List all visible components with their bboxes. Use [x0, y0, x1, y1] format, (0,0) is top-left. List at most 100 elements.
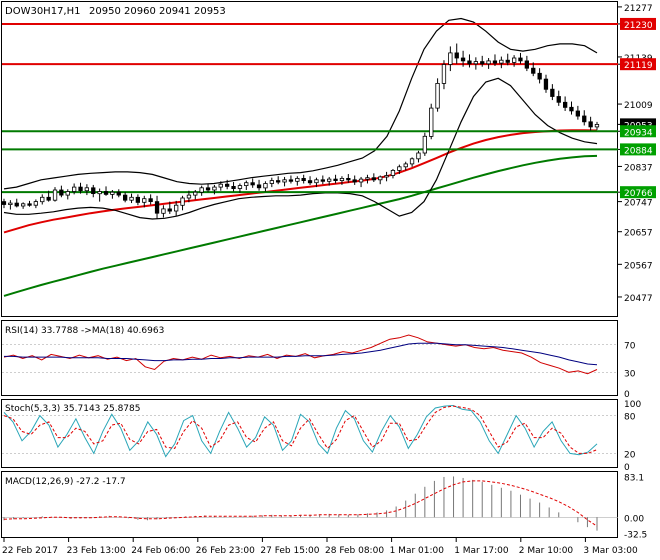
time-axis: 22 Feb 2017 23 Feb 13:00 24 Feb 06:00 26 Fe…	[2, 538, 638, 556]
candle-body	[320, 179, 326, 182]
candle-body	[352, 179, 357, 183]
price-tag-bg	[620, 17, 656, 30]
macd-tick-label: 83.1	[624, 473, 644, 483]
candle-body	[582, 115, 587, 123]
candle-body	[8, 202, 13, 206]
candle-body	[103, 191, 109, 195]
time-tick-label: 26 Feb 23:00	[196, 546, 255, 556]
stoch-plot	[2, 404, 618, 458]
candle-body	[46, 196, 51, 201]
candle-body	[269, 180, 275, 184]
time-tick-label: 24 Feb 06:00	[131, 546, 190, 556]
candle-body	[467, 60, 472, 65]
candle-body	[154, 201, 160, 214]
stoch-main-line	[3, 404, 598, 458]
price-tick-label: 20837	[624, 163, 653, 173]
candle-body	[14, 202, 19, 207]
candle-body	[180, 197, 185, 206]
candle-body	[65, 191, 70, 196]
macd-tick-label: 0.00	[624, 514, 644, 524]
candle-body	[448, 52, 453, 65]
stoch-signal-line	[3, 405, 598, 454]
candle-body	[569, 106, 574, 112]
candle-body	[244, 182, 249, 186]
candle-body	[543, 78, 549, 90]
candle-body	[422, 135, 428, 154]
macd-signal-line	[3, 480, 598, 527]
stoch-level-label: 100	[624, 400, 641, 410]
candle-body	[556, 96, 561, 103]
candle-body	[72, 186, 77, 192]
time-tick-label: 1 Mar 01:00	[390, 546, 445, 556]
stoch-level-label: 0	[624, 463, 630, 473]
rsi-title: RSI(14) 33.7788 ->MA(18) 40.6963	[5, 326, 164, 336]
candle-body	[326, 178, 332, 182]
candle-body	[295, 177, 300, 182]
candle-body	[123, 194, 128, 201]
macd-title: MACD(12,26,9) -27.2 -17.7	[5, 477, 126, 487]
price-tick-label: 20747	[624, 199, 653, 209]
candle-body	[59, 189, 64, 196]
candle-body	[575, 110, 580, 117]
price-tick-label: 21277	[624, 4, 653, 14]
candle-body	[403, 163, 408, 168]
candle-body	[371, 177, 377, 181]
time-tick-label: 3 Mar 03:00	[583, 546, 638, 556]
candle-body	[346, 177, 351, 181]
candle-body	[435, 83, 440, 109]
bollinger-lower	[3, 77, 598, 220]
candle-body	[499, 59, 504, 64]
candle-body	[301, 177, 306, 181]
macd-panel	[1, 471, 618, 538]
candle-body	[193, 191, 198, 196]
candle-body	[148, 198, 153, 202]
candle-body	[518, 57, 523, 62]
candle-body	[486, 60, 491, 65]
candle-body	[588, 121, 593, 128]
stoch-level-label: 80	[624, 413, 636, 423]
candle-body	[505, 59, 510, 63]
price-tag: 21119	[624, 61, 653, 71]
green-moving-average	[3, 154, 598, 297]
candle-body	[492, 60, 498, 64]
rsi-line	[3, 334, 598, 375]
candle-body	[473, 61, 479, 65]
price-tag-bg	[620, 186, 656, 199]
candle-body	[288, 179, 294, 182]
candle-body	[282, 179, 287, 183]
ohlc-label: 20950 20960 20941 20953	[89, 6, 226, 17]
candle-body	[129, 196, 134, 201]
price-tick-label: 20477	[624, 294, 653, 304]
candle-body	[339, 177, 345, 181]
candle-body	[1, 201, 7, 205]
price-tag: 20766	[624, 189, 653, 199]
candle-body	[33, 201, 38, 206]
candle-body	[52, 189, 58, 201]
price-tag-bg	[620, 125, 656, 138]
time-tick-label: 23 Feb 13:00	[67, 546, 126, 556]
candle-body	[97, 191, 102, 195]
candle-body	[512, 57, 517, 63]
rsi-level-label: 70	[624, 342, 636, 352]
stoch-level-label: 20	[624, 450, 636, 460]
candle-body	[84, 187, 89, 192]
candle-body	[135, 196, 141, 203]
candle-body	[20, 203, 26, 207]
candle-body	[378, 176, 383, 181]
candle-body	[531, 67, 536, 74]
candle-body	[454, 52, 459, 59]
symbol-label: DOW30H17,H1	[5, 6, 81, 17]
main-panel	[1, 1, 618, 317]
candle-body	[91, 187, 96, 195]
price-tick-label: 20567	[624, 261, 653, 271]
red-moving-average	[3, 129, 598, 234]
rsi-ma-line	[4, 342, 598, 366]
candle-body	[212, 186, 217, 191]
price-tag: 20934	[624, 128, 653, 138]
price-tick-label: 20657	[624, 229, 653, 239]
candle-body	[537, 72, 542, 80]
candle-body	[199, 187, 204, 193]
candle-body	[390, 169, 396, 176]
bollinger-upper	[3, 17, 598, 190]
